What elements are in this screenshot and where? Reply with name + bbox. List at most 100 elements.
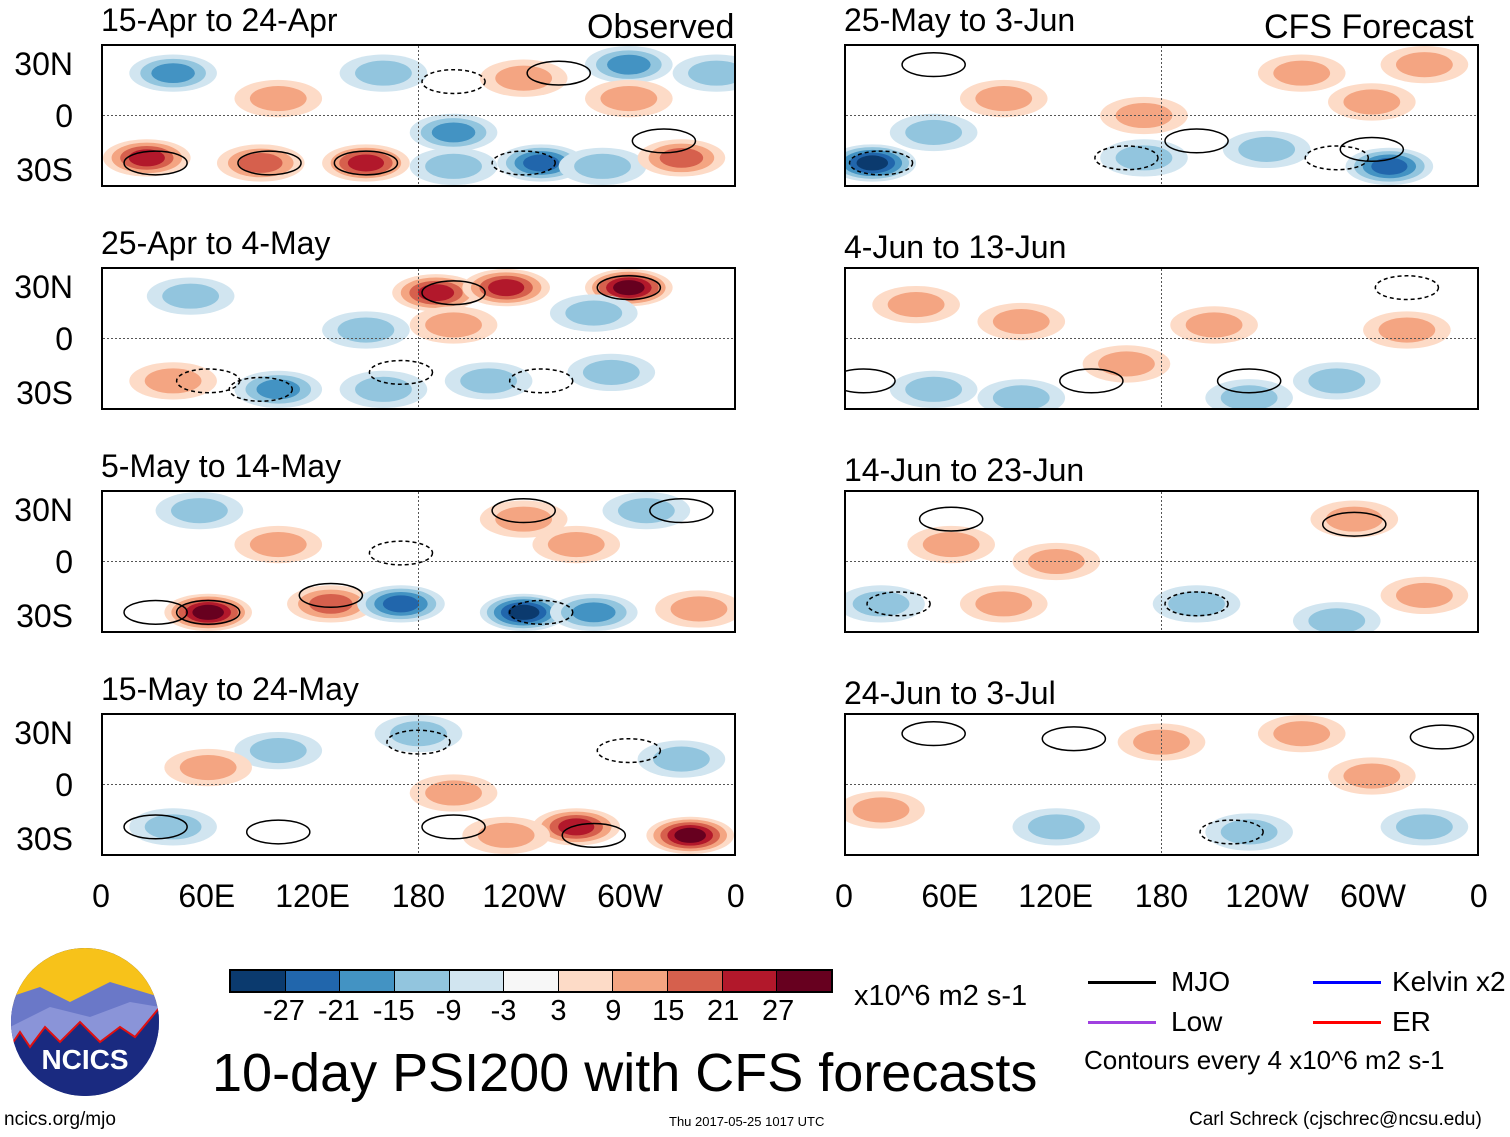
y-tick-label: 30S	[16, 821, 73, 857]
y-tick-label: 30N	[14, 269, 73, 305]
positive-contour	[1165, 129, 1228, 153]
anomaly-blob	[653, 746, 710, 772]
colorbar-label: 27	[761, 995, 795, 1027]
positive-contour	[247, 820, 310, 844]
anomaly-blob	[600, 86, 658, 112]
positive-contour	[920, 507, 983, 531]
anomaly-blob	[1396, 52, 1453, 78]
positive-contour	[1410, 725, 1473, 749]
negative-contour	[867, 592, 930, 616]
x-tick-label: 0	[835, 878, 853, 914]
anomaly-blob	[460, 368, 518, 394]
anomaly-blob	[162, 283, 220, 309]
colorbar-swatch	[668, 971, 723, 991]
colorbar-label: -3	[490, 995, 517, 1027]
positive-contour	[422, 815, 485, 839]
anomaly-blob	[249, 738, 307, 764]
anomaly-blob	[674, 827, 706, 843]
positive-contour	[177, 600, 240, 624]
negative-contour	[1305, 146, 1368, 170]
colorbar-swatch	[285, 971, 341, 991]
positive-contour	[492, 499, 555, 523]
positive-contour	[422, 281, 485, 305]
negative-contour	[369, 541, 432, 565]
anomaly-blob	[905, 376, 963, 402]
anomaly-blob	[992, 309, 1050, 335]
colorbar-swatch	[558, 971, 614, 991]
anomaly-blob	[558, 818, 595, 836]
anomaly-blob	[1168, 591, 1225, 617]
colorbar-swatch	[777, 971, 832, 991]
anomaly-blob	[922, 532, 980, 558]
negative-contour	[1375, 276, 1438, 300]
footer-timestamp: Thu 2017-05-25 1017 UTC	[669, 1114, 825, 1129]
colorbar-label: -27	[262, 995, 305, 1027]
anomaly-blob	[565, 300, 623, 326]
colorbar-label: -9	[435, 995, 462, 1027]
anomaly-blob	[431, 122, 476, 143]
anomaly-blob	[238, 153, 283, 173]
colorbar	[229, 969, 833, 993]
anomaly-blob	[151, 63, 195, 84]
map-panel	[844, 490, 1479, 633]
negative-contour	[177, 369, 240, 393]
colorbar-swatch	[231, 971, 286, 991]
anomaly-blob	[617, 498, 675, 524]
positive-contour	[1323, 512, 1386, 536]
y-tick-label: 0	[55, 544, 73, 580]
anomaly-blob	[887, 292, 945, 318]
positive-contour	[1042, 727, 1105, 751]
anomaly-blob	[670, 596, 728, 622]
panel-title: 5-May to 14-May	[101, 448, 342, 484]
positive-contour	[902, 53, 965, 77]
negative-contour	[510, 600, 573, 624]
x-tick-label: 120W	[1225, 878, 1309, 914]
anomaly-blob	[975, 591, 1033, 617]
map-panel	[844, 713, 1479, 856]
anomaly-blob	[574, 153, 631, 179]
x-tick-label: 0	[1469, 878, 1488, 914]
anomaly-blob	[488, 279, 525, 297]
map-panel	[101, 44, 736, 187]
positive-contour	[846, 369, 895, 393]
anomaly-blob	[144, 368, 202, 394]
anomaly-blob	[1378, 317, 1436, 343]
colorbar-swatch	[449, 971, 505, 991]
anomaly-blob	[256, 379, 301, 400]
anomaly-blob	[1027, 814, 1085, 840]
cfs-forecast-label: CFS Forecast	[1264, 8, 1474, 46]
positive-contour	[632, 129, 695, 153]
anomaly-blob	[417, 284, 455, 302]
anomaly-blob	[309, 593, 353, 614]
anomaly-blob	[1371, 157, 1408, 175]
anomaly-blob	[688, 60, 734, 86]
anomaly-blob	[1396, 814, 1453, 840]
map-panel	[101, 267, 736, 410]
anomaly-blob	[547, 532, 605, 558]
anomaly-blob	[171, 498, 228, 524]
y-tick-label: 30S	[16, 152, 73, 188]
positive-contour	[1218, 369, 1281, 393]
anomaly-blob	[1185, 312, 1243, 338]
footer-url[interactable]: ncics.org/mjo	[4, 1109, 116, 1130]
positive-contour	[124, 151, 187, 175]
map-panel	[844, 44, 1479, 187]
colorbar-label: -15	[372, 995, 415, 1027]
map-panel	[101, 713, 736, 856]
anomaly-blob	[582, 359, 640, 385]
anomaly-blob	[992, 385, 1050, 408]
anomaly-blob	[355, 376, 412, 402]
y-tick-label: 30N	[14, 715, 73, 751]
legend-low-line	[1088, 1021, 1156, 1024]
colorbar-swatch	[504, 971, 559, 991]
panel-title: 4-Jun to 13-Jun	[844, 229, 1067, 265]
anomaly-blob	[1273, 721, 1331, 747]
anomaly-blob	[1273, 60, 1331, 86]
y-tick-label: 30N	[14, 492, 73, 528]
anomaly-blob	[1027, 548, 1085, 575]
anomaly-blob	[975, 86, 1033, 112]
footer-author: Carl Schreck (cjschrec@ncsu.edu)	[1189, 1109, 1482, 1130]
figure-title: 10-day PSI200 with CFS forecasts	[212, 1043, 1038, 1103]
anomaly-blob	[1325, 506, 1383, 532]
